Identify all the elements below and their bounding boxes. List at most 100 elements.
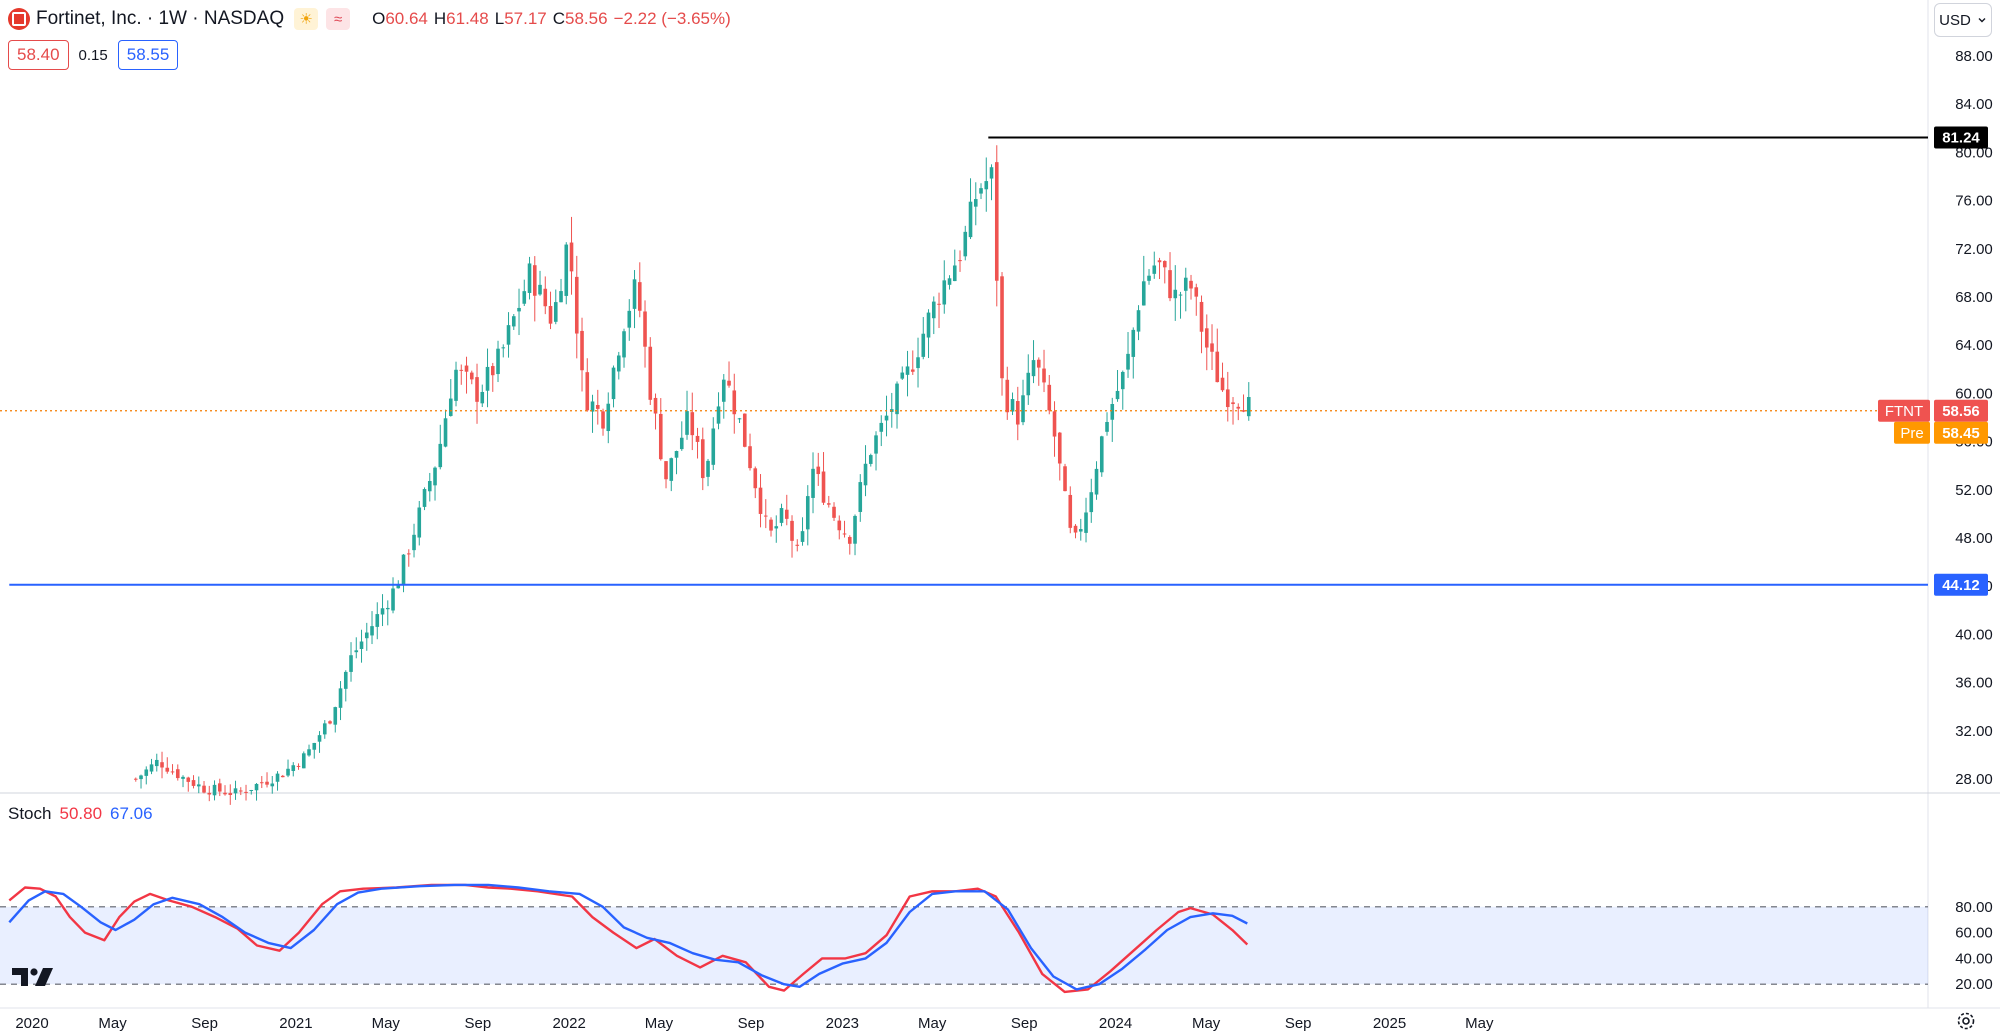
candle-body	[763, 515, 768, 517]
candle	[139, 774, 143, 789]
candle-body	[842, 533, 847, 535]
candle-body	[186, 777, 191, 782]
candle	[853, 514, 857, 556]
candle	[984, 157, 989, 212]
candle	[296, 763, 301, 770]
candle	[406, 549, 411, 567]
candle	[910, 350, 915, 375]
resistance-price-label: 81.24	[1934, 126, 1988, 149]
candle	[275, 771, 280, 791]
wave-icon[interactable]: ≈	[326, 8, 351, 30]
candle-body	[805, 496, 810, 530]
candle	[1168, 252, 1172, 302]
candle-body	[1105, 421, 1109, 432]
candle-body	[181, 776, 185, 779]
candle	[664, 461, 668, 489]
candle	[438, 424, 443, 470]
candle	[790, 515, 794, 558]
candle-body	[947, 278, 952, 285]
candle	[1110, 397, 1115, 442]
candle-body	[543, 288, 548, 307]
candle	[1099, 435, 1104, 477]
candle	[627, 299, 632, 341]
candle-body	[590, 401, 595, 412]
sun-icon[interactable]: ☀	[294, 8, 319, 30]
candle	[711, 417, 716, 471]
candle-body	[1178, 294, 1183, 296]
candle	[884, 395, 889, 437]
time-axis[interactable]: 2020 May Sep 2021 May Sep 2022 May Sep 2023 May Sep…	[15, 1015, 1494, 1032]
symbol-title[interactable]: Fortinet, Inc. · 1W · NASDAQ	[36, 8, 285, 29]
gear-icon[interactable]	[1954, 1009, 1978, 1033]
candle-body	[1173, 289, 1178, 299]
candle-body	[1084, 512, 1088, 533]
candle	[700, 427, 705, 491]
candle-body	[1052, 411, 1057, 437]
candle-body	[296, 765, 301, 767]
candle	[895, 381, 899, 429]
candle	[1225, 371, 1230, 422]
candle	[1189, 274, 1193, 300]
candle-body	[1136, 310, 1141, 332]
buy-button[interactable]: 58.55	[117, 40, 179, 70]
candle-body	[196, 784, 201, 787]
candle	[826, 495, 831, 508]
price-tick-label: 72.00	[1955, 241, 1993, 258]
candle	[979, 183, 983, 200]
candle-body	[559, 291, 563, 303]
candle-body	[606, 403, 611, 432]
price-tick-label: 28.00	[1955, 771, 1993, 788]
candle	[674, 450, 679, 475]
axis-frame	[0, 0, 2000, 1009]
candle	[921, 317, 926, 360]
candle	[595, 389, 600, 425]
candle	[522, 279, 527, 306]
candle	[133, 777, 138, 782]
stoch-legend[interactable]: Stoch 50.80 67.06	[8, 804, 153, 824]
candle-body	[359, 641, 364, 649]
candle-body	[585, 372, 590, 411]
symbol-legend[interactable]: Fortinet, Inc. · 1W · NASDAQ ☀ ≈ O60.64 …	[8, 6, 731, 32]
time-tick-label: May	[918, 1015, 947, 1032]
candle	[160, 751, 164, 779]
candle-body	[784, 509, 789, 519]
candle-body	[1131, 329, 1136, 357]
support-price-label-text: 44.12	[1942, 577, 1980, 594]
open-value: 60.64	[385, 9, 428, 28]
candle	[1162, 260, 1167, 284]
candle-body	[700, 439, 705, 479]
candle-body	[1068, 494, 1073, 528]
candle	[616, 351, 621, 380]
candle	[443, 409, 448, 448]
candle	[1078, 518, 1083, 541]
time-tick-label: 2025	[1373, 1015, 1406, 1032]
candle-body	[238, 790, 243, 792]
candlestick-series[interactable]	[133, 145, 1251, 805]
stoch-tick-label: 20.00	[1955, 976, 1993, 993]
resistance-price-label-bg	[1934, 126, 1988, 149]
candle-body	[664, 461, 668, 480]
candle-body	[338, 688, 343, 708]
sell-button[interactable]: 58.40	[8, 40, 69, 70]
candle-body	[406, 553, 411, 555]
candle-body	[396, 585, 401, 589]
horizontal-lines[interactable]	[0, 136, 1928, 586]
candle	[732, 373, 737, 434]
candle	[496, 340, 500, 383]
candle	[1094, 461, 1099, 500]
candle-body	[1220, 377, 1225, 391]
tradingview-logo-icon[interactable]	[12, 966, 56, 988]
currency-select[interactable]: USD	[1934, 3, 1992, 37]
time-tick-label: May	[1465, 1015, 1494, 1032]
candle	[459, 364, 464, 385]
candle	[685, 390, 689, 440]
candle-body	[1225, 389, 1230, 408]
candle	[354, 637, 359, 659]
candle-body	[1115, 390, 1120, 400]
candle	[307, 744, 311, 757]
candle	[574, 255, 579, 359]
candle	[858, 474, 863, 522]
price-tick-label: 84.00	[1955, 96, 1993, 113]
candle-body	[905, 366, 910, 375]
candle	[952, 249, 957, 282]
